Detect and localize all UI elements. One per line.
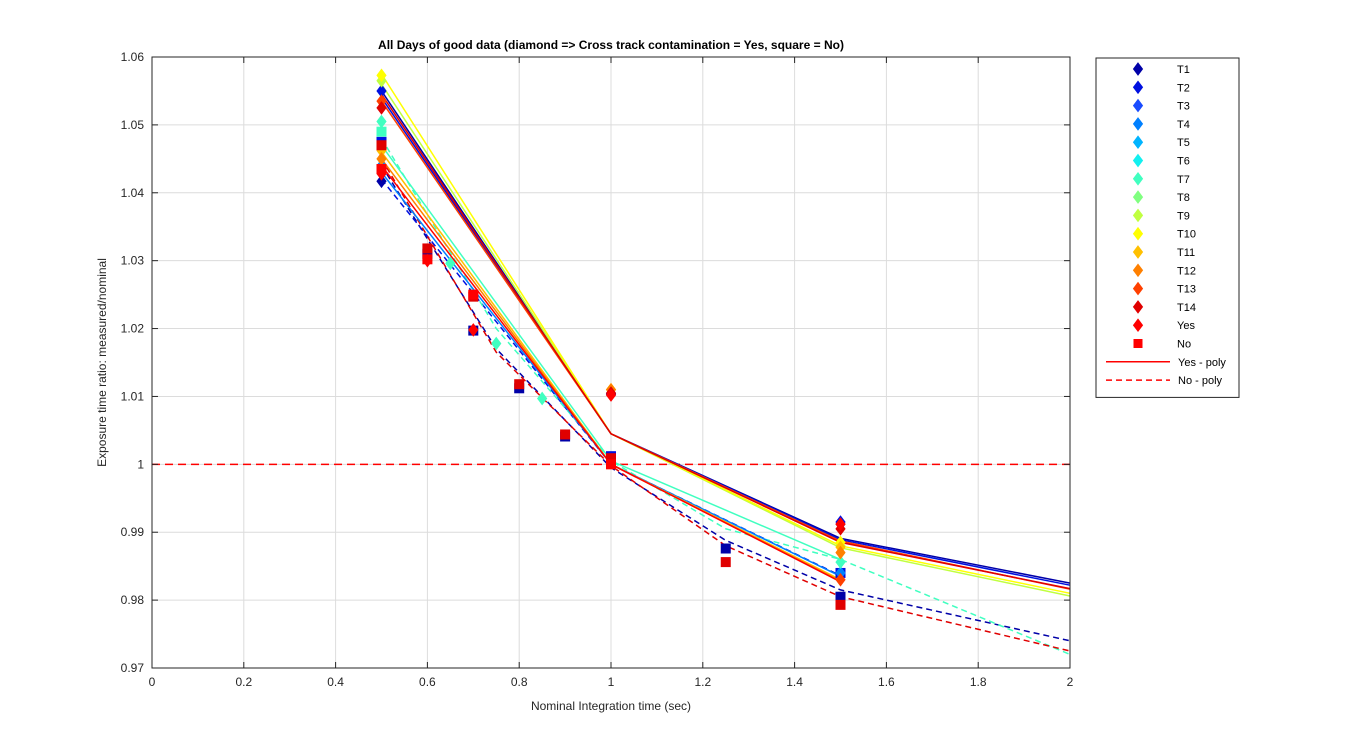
legend-entry-label: No - poly — [1178, 375, 1223, 387]
square-marker — [835, 599, 846, 610]
y-axis-label: Exposure time ratio: measured/nominal — [95, 258, 109, 467]
x-tick-label: 0.4 — [327, 675, 344, 689]
diamond-marker — [445, 256, 456, 271]
x-tick-label: 1.6 — [878, 675, 895, 689]
legend-diamond-marker — [1132, 318, 1144, 333]
y-tick-label: 0.98 — [121, 593, 145, 607]
legend-entry-label: T12 — [1177, 265, 1196, 277]
x-tick-label: 1 — [608, 675, 615, 689]
legend-entry-label: Yes - poly — [1178, 357, 1226, 369]
legend-diamond-marker — [1132, 80, 1144, 95]
no-poly-line — [380, 158, 1071, 652]
legend-entry-label: T7 — [1177, 174, 1190, 186]
yes-poly-line — [380, 90, 1071, 584]
yes-poly-line — [380, 97, 1071, 586]
legend-entry-label: T5 — [1177, 137, 1190, 149]
legend-entry-label: T1 — [1177, 64, 1190, 76]
legend-entry-label: T9 — [1177, 210, 1190, 222]
diamond-marker — [835, 555, 846, 569]
diamond-marker — [537, 391, 548, 406]
legend-box — [1095, 57, 1240, 398]
diamond-marker — [835, 545, 846, 560]
x-tick-label: 1.4 — [786, 675, 803, 689]
x-tick-label: 1.2 — [694, 675, 711, 689]
y-tick-label: 1.06 — [121, 50, 145, 64]
legend-diamond-marker — [1132, 281, 1144, 296]
diamond-marker — [376, 174, 387, 189]
legend: T1 T2 T3 T4 T5 T6 T7 T8 T9 T10 T11 T12 T13 T14 Yes No Ye… — [1095, 57, 1240, 398]
legend-entry-label: T13 — [1177, 284, 1196, 296]
square-marker — [514, 379, 525, 390]
diamond-marker — [468, 323, 479, 337]
x-tick-label: 0.2 — [235, 675, 252, 689]
x-tick-label: 1.8 — [970, 675, 987, 689]
diamond-marker — [376, 68, 387, 83]
diamond-marker — [605, 388, 617, 402]
y-tick-label: 1.04 — [121, 186, 145, 200]
legend-entry-label: T10 — [1177, 229, 1196, 241]
legend-entry-label: No — [1177, 339, 1191, 351]
diamond-marker — [376, 166, 387, 181]
x-axis-label: Nominal Integration time (sec) — [531, 699, 691, 713]
grid-lines — [152, 57, 1070, 668]
legend-entry-label: T2 — [1177, 82, 1190, 94]
square-marker — [720, 557, 731, 568]
legend-diamond-marker — [1132, 98, 1144, 113]
y-tick-label: 1.05 — [121, 118, 145, 132]
y-tick-label: 1.01 — [121, 389, 145, 403]
square-marker — [606, 459, 616, 470]
diamond-marker — [835, 572, 846, 587]
no-poly-line — [380, 165, 1071, 642]
axis-ticks: 0 0.2 0.4 0.6 0.8 1 1.2 1.4 1.6 1.8 2 0.97 0.98 0.99 1… — [121, 50, 1074, 689]
legend-entry-label: Yes — [1177, 320, 1195, 332]
legend-entry-label: T6 — [1177, 156, 1190, 168]
legend-diamond-marker — [1132, 153, 1144, 168]
diamond-marker — [422, 253, 433, 268]
square-marker — [376, 126, 387, 137]
y-tick-label: 1.02 — [121, 322, 145, 336]
y-tick-label: 1 — [137, 457, 144, 471]
chart-title: All Days of good data (diamond => Cross … — [378, 38, 844, 52]
x-tick-label: 0.6 — [419, 675, 436, 689]
legend-diamond-marker — [1132, 263, 1144, 278]
data-markers — [376, 68, 846, 610]
legend-diamond-marker — [1132, 171, 1144, 186]
square-marker — [720, 543, 731, 554]
series-lines — [380, 73, 1071, 656]
y-tick-label: 0.99 — [121, 525, 145, 539]
yes-poly-line — [380, 83, 1071, 597]
legend-diamond-marker — [1132, 190, 1144, 204]
legend-diamond-marker — [1132, 62, 1144, 76]
legend-diamond-marker — [1132, 226, 1144, 241]
yes-poly-line — [380, 93, 1071, 590]
legend-diamond-marker — [1132, 117, 1144, 131]
yes-poly-line — [380, 73, 1071, 595]
legend-entry-label: T14 — [1177, 302, 1196, 314]
x-tick-label: 0.8 — [511, 675, 528, 689]
square-marker — [468, 289, 479, 300]
square-marker — [560, 429, 571, 440]
legend-diamond-marker — [1132, 300, 1144, 314]
legend-entry-label: T11 — [1177, 247, 1195, 259]
x-tick-label: 0 — [149, 675, 156, 689]
yes-poly-line — [380, 100, 1071, 590]
diamond-marker — [835, 517, 846, 531]
diamond-marker — [376, 114, 387, 129]
legend-entry-label: T4 — [1177, 119, 1190, 131]
legend-diamond-marker — [1132, 135, 1144, 150]
y-tick-label: 0.97 — [121, 661, 145, 675]
x-tick-label: 2 — [1067, 675, 1074, 689]
diamond-marker — [376, 101, 387, 115]
legend-diamond-marker — [1132, 208, 1144, 223]
diamond-marker — [491, 336, 502, 351]
y-tick-label: 1.03 — [121, 254, 145, 268]
legend-diamond-marker — [1132, 245, 1144, 259]
square-marker — [376, 140, 387, 151]
square-marker — [422, 243, 433, 254]
legend-square-marker — [1133, 339, 1143, 348]
legend-entry-label: T3 — [1177, 101, 1190, 113]
legend-entry-label: T8 — [1177, 192, 1190, 204]
